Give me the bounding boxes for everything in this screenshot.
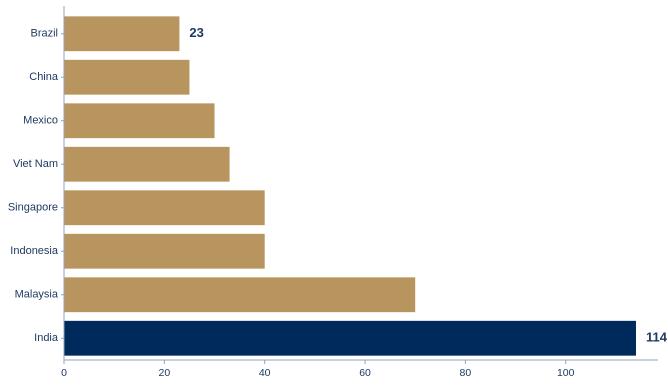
category-label-malaysia: Malaysia bbox=[15, 289, 59, 301]
x-tick-label-40: 40 bbox=[259, 367, 271, 379]
bar-singapore bbox=[64, 190, 265, 226]
bar-brazil bbox=[64, 16, 180, 52]
bar-india bbox=[64, 320, 636, 356]
category-label-viet-nam: Viet Nam bbox=[13, 158, 58, 170]
x-tick-label-80: 80 bbox=[460, 367, 472, 379]
bar-mexico bbox=[64, 103, 215, 139]
category-label-mexico: Mexico bbox=[23, 115, 58, 127]
x-tick-label-60: 60 bbox=[359, 367, 371, 379]
axes-layer bbox=[61, 6, 658, 364]
bar-indonesia bbox=[64, 233, 265, 269]
x-tick-label-20: 20 bbox=[159, 367, 171, 379]
bars-layer bbox=[64, 16, 636, 356]
category-label-brazil: Brazil bbox=[30, 28, 58, 40]
bar-malaysia bbox=[64, 277, 416, 313]
x-tick-label-100: 100 bbox=[557, 367, 575, 379]
labels-layer: India Malaysia Indonesia Singapore Viet Nam M… bbox=[8, 25, 668, 379]
category-label-indonesia: Indonesia bbox=[10, 245, 59, 257]
data-label-india: 114 bbox=[646, 330, 668, 345]
category-label-china: China bbox=[29, 71, 59, 83]
category-label-india: India bbox=[34, 332, 59, 344]
category-label-singapore: Singapore bbox=[8, 202, 58, 214]
x-tick-label-0: 0 bbox=[61, 367, 67, 379]
bar-china bbox=[64, 59, 190, 95]
data-label-brazil: 23 bbox=[189, 25, 203, 40]
bar-viet-nam bbox=[64, 146, 230, 182]
